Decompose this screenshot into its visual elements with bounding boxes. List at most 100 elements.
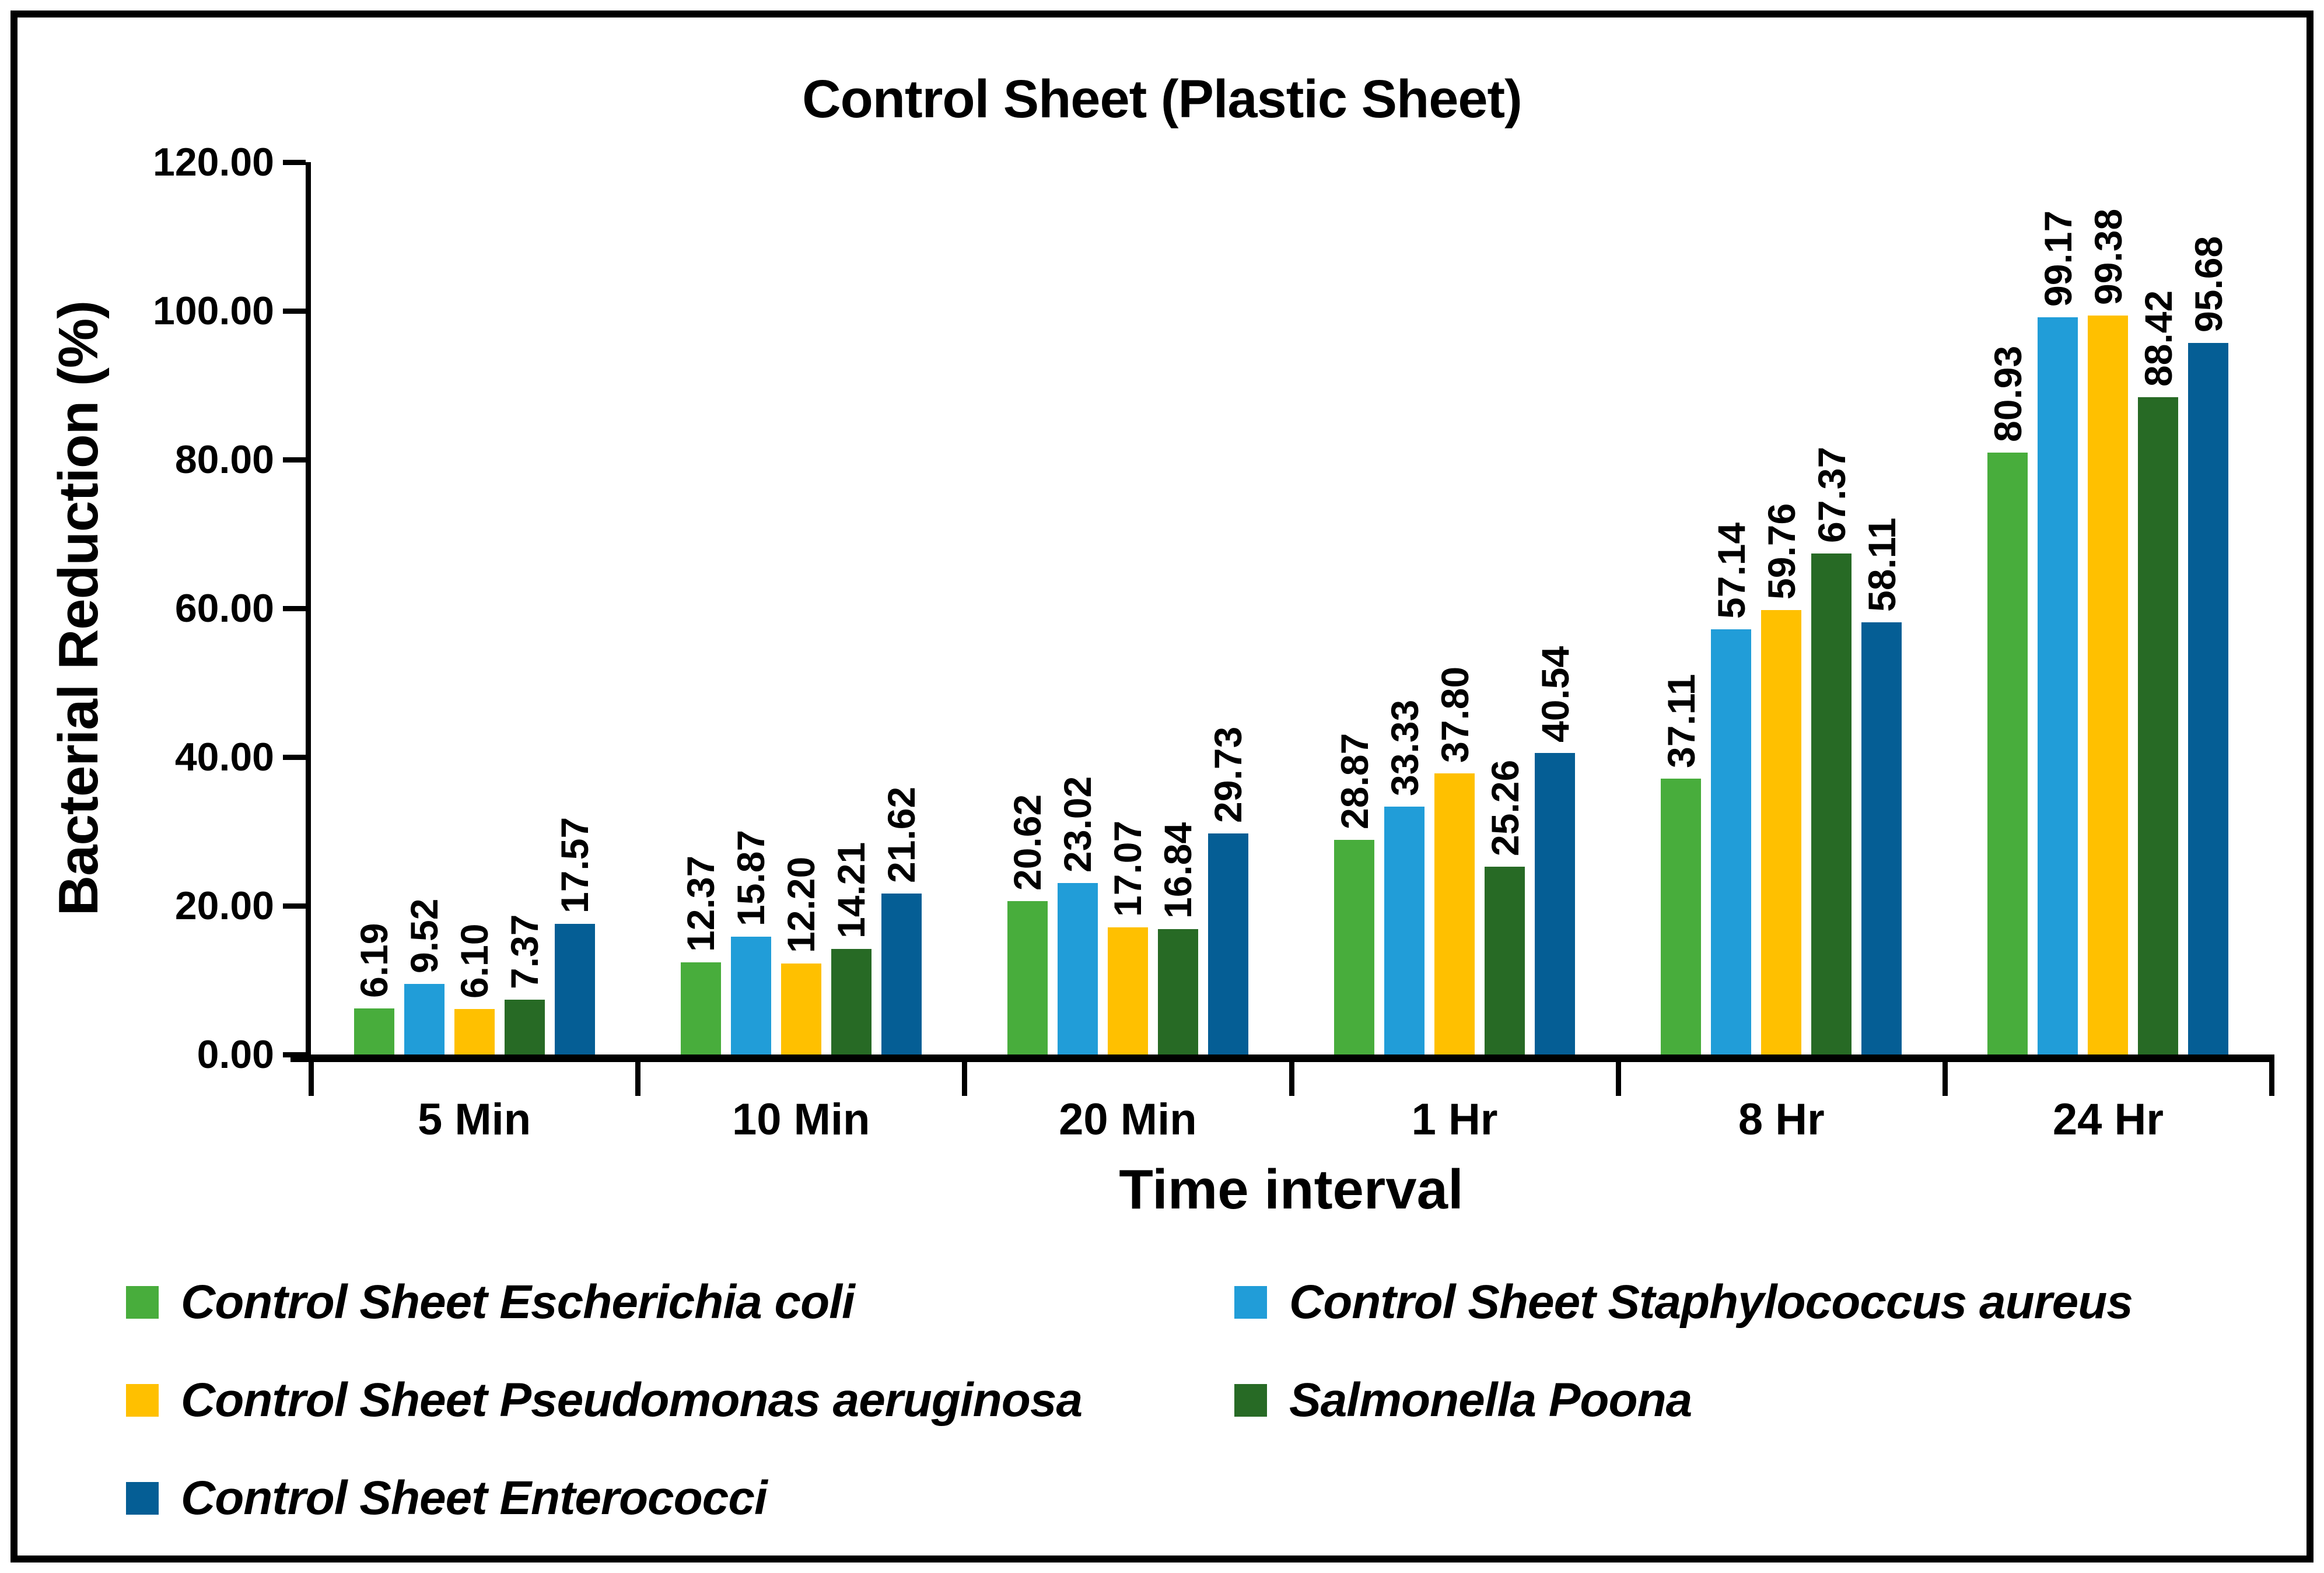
bar xyxy=(1811,553,1852,1054)
bar-value-text: 80.93 xyxy=(1986,345,2029,443)
bar-value-label: 37.11 xyxy=(1659,674,1703,768)
bar-value-label: 99.38 xyxy=(2086,208,2130,305)
bar xyxy=(2038,317,2078,1054)
legend-swatch-dark-green xyxy=(1234,1384,1267,1417)
legend-swatch-blue xyxy=(1234,1286,1267,1319)
bar-value-label: 23.02 xyxy=(1056,776,1099,873)
bar-value-label: 15.87 xyxy=(729,829,772,926)
x-category-label: 10 Min xyxy=(732,1095,870,1144)
x-tick-mark xyxy=(309,1062,314,1096)
bar-value-label: 59.76 xyxy=(1760,503,1803,600)
y-tick-label: 120.00 xyxy=(153,140,274,184)
bar-value-text: 17.57 xyxy=(553,817,597,913)
x-category-label: 8 Hr xyxy=(1738,1095,1825,1144)
bar-value-label: 88.42 xyxy=(2136,290,2180,387)
bar-value-text: 9.52 xyxy=(402,898,446,973)
legend-item: Control Sheet Pseudomonas aeruginosa xyxy=(126,1373,1083,1428)
bar xyxy=(1007,901,1048,1054)
x-tick-mark xyxy=(2269,1062,2274,1096)
legend-label: Control Sheet Enterococci xyxy=(181,1472,768,1525)
bar-value-text: 17.07 xyxy=(1106,821,1150,917)
bar-value-text: 14.21 xyxy=(830,842,873,938)
x-tick-mark xyxy=(635,1062,641,1096)
x-tick-mark xyxy=(1942,1062,1948,1096)
bar-value-label: 6.10 xyxy=(453,923,496,999)
bar xyxy=(354,1008,394,1054)
x-category-label: 20 Min xyxy=(1059,1095,1197,1144)
legend-swatch-dark-blue xyxy=(126,1482,159,1515)
y-tick-label: 0.00 xyxy=(197,1032,274,1077)
legend-label: Control Sheet Staphylococcus aureus xyxy=(1289,1276,2133,1329)
bar-value-text: 67.37 xyxy=(1810,446,1853,544)
bar xyxy=(1661,778,1702,1054)
legend-item: Control Sheet Staphylococcus aureus xyxy=(1234,1275,2133,1330)
bar-value-text: 6.10 xyxy=(453,923,496,999)
bar-value-label: 12.37 xyxy=(679,856,723,952)
bar-value-label: 20.62 xyxy=(1006,794,1049,891)
y-tick-label: 40.00 xyxy=(174,735,274,779)
x-category-label: 1 Hr xyxy=(1411,1095,1498,1144)
bar-value-text: 99.17 xyxy=(2036,210,2080,307)
bar-value-label: 14.21 xyxy=(830,842,873,938)
bar-value-text: 95.68 xyxy=(2186,236,2230,333)
x-axis-title: Time interval xyxy=(1119,1158,1464,1221)
legend-item: Control Sheet Enterococci xyxy=(126,1471,768,1526)
bar-value-label: 16.84 xyxy=(1156,822,1200,919)
legend-swatch-yellow xyxy=(126,1384,159,1417)
legend-swatch-green xyxy=(126,1286,159,1319)
bar-value-label: 57.14 xyxy=(1709,523,1753,619)
bar-value-text: 57.14 xyxy=(1709,523,1753,619)
x-category-label: 5 Min xyxy=(417,1095,531,1144)
bar-value-label: 40.54 xyxy=(1534,646,1577,742)
bar xyxy=(1535,753,1576,1054)
bar-value-label: 95.68 xyxy=(2186,236,2230,333)
bar xyxy=(1107,927,1148,1054)
bar-value-text: 12.20 xyxy=(779,857,823,954)
bar-value-label: 37.80 xyxy=(1433,666,1476,763)
legend-item: Salmonella Poona xyxy=(1234,1373,1692,1428)
bar xyxy=(1861,622,1902,1054)
legend-label: Control Sheet Escherichia coli xyxy=(181,1276,855,1329)
bar xyxy=(404,983,444,1054)
y-tick-mark xyxy=(283,606,306,611)
bar-value-label: 29.73 xyxy=(1206,726,1250,823)
bar xyxy=(2088,315,2129,1054)
x-axis-line xyxy=(290,1054,2274,1062)
bar xyxy=(554,923,595,1054)
bar-value-label: 80.93 xyxy=(1986,345,2029,443)
bar-value-label: 17.57 xyxy=(553,817,597,913)
y-tick-label: 60.00 xyxy=(174,586,274,630)
bar-value-text: 99.38 xyxy=(2086,208,2130,305)
chart-title: Control Sheet (Plastic Sheet) xyxy=(802,69,1522,129)
bar-value-label: 25.26 xyxy=(1483,760,1527,856)
bar-value-text: 29.73 xyxy=(1206,726,1250,823)
bar-value-text: 7.37 xyxy=(503,914,547,990)
y-tick-label: 80.00 xyxy=(174,437,274,482)
y-tick-mark xyxy=(283,903,306,909)
bar xyxy=(1987,453,2028,1054)
bar xyxy=(504,1000,545,1054)
bar-value-text: 37.80 xyxy=(1433,666,1476,763)
figure-border xyxy=(10,10,2314,1563)
bar-value-text: 88.42 xyxy=(2136,290,2180,387)
x-tick-mark xyxy=(1615,1062,1621,1096)
x-tick-mark xyxy=(962,1062,968,1096)
bar xyxy=(2138,397,2179,1054)
bar-value-text: 20.62 xyxy=(1006,794,1049,891)
bar xyxy=(2188,343,2229,1054)
bar xyxy=(454,1009,495,1054)
bar-value-text: 59.76 xyxy=(1759,503,1803,600)
bar xyxy=(831,948,872,1054)
bar xyxy=(1711,629,1752,1054)
y-tick-label: 20.00 xyxy=(174,884,274,928)
legend-item: Control Sheet Escherichia coli xyxy=(126,1275,855,1330)
x-tick-mark xyxy=(1289,1062,1294,1096)
x-category-label: 24 Hr xyxy=(2052,1095,2164,1144)
bar-value-label: 28.87 xyxy=(1333,733,1376,829)
y-tick-mark xyxy=(283,309,306,314)
bar-value-text: 37.11 xyxy=(1659,674,1703,768)
bar-value-text: 12.37 xyxy=(679,856,723,952)
bar-value-label: 6.19 xyxy=(352,923,396,998)
bar-value-text: 16.84 xyxy=(1156,822,1200,919)
y-tick-mark xyxy=(283,160,306,165)
